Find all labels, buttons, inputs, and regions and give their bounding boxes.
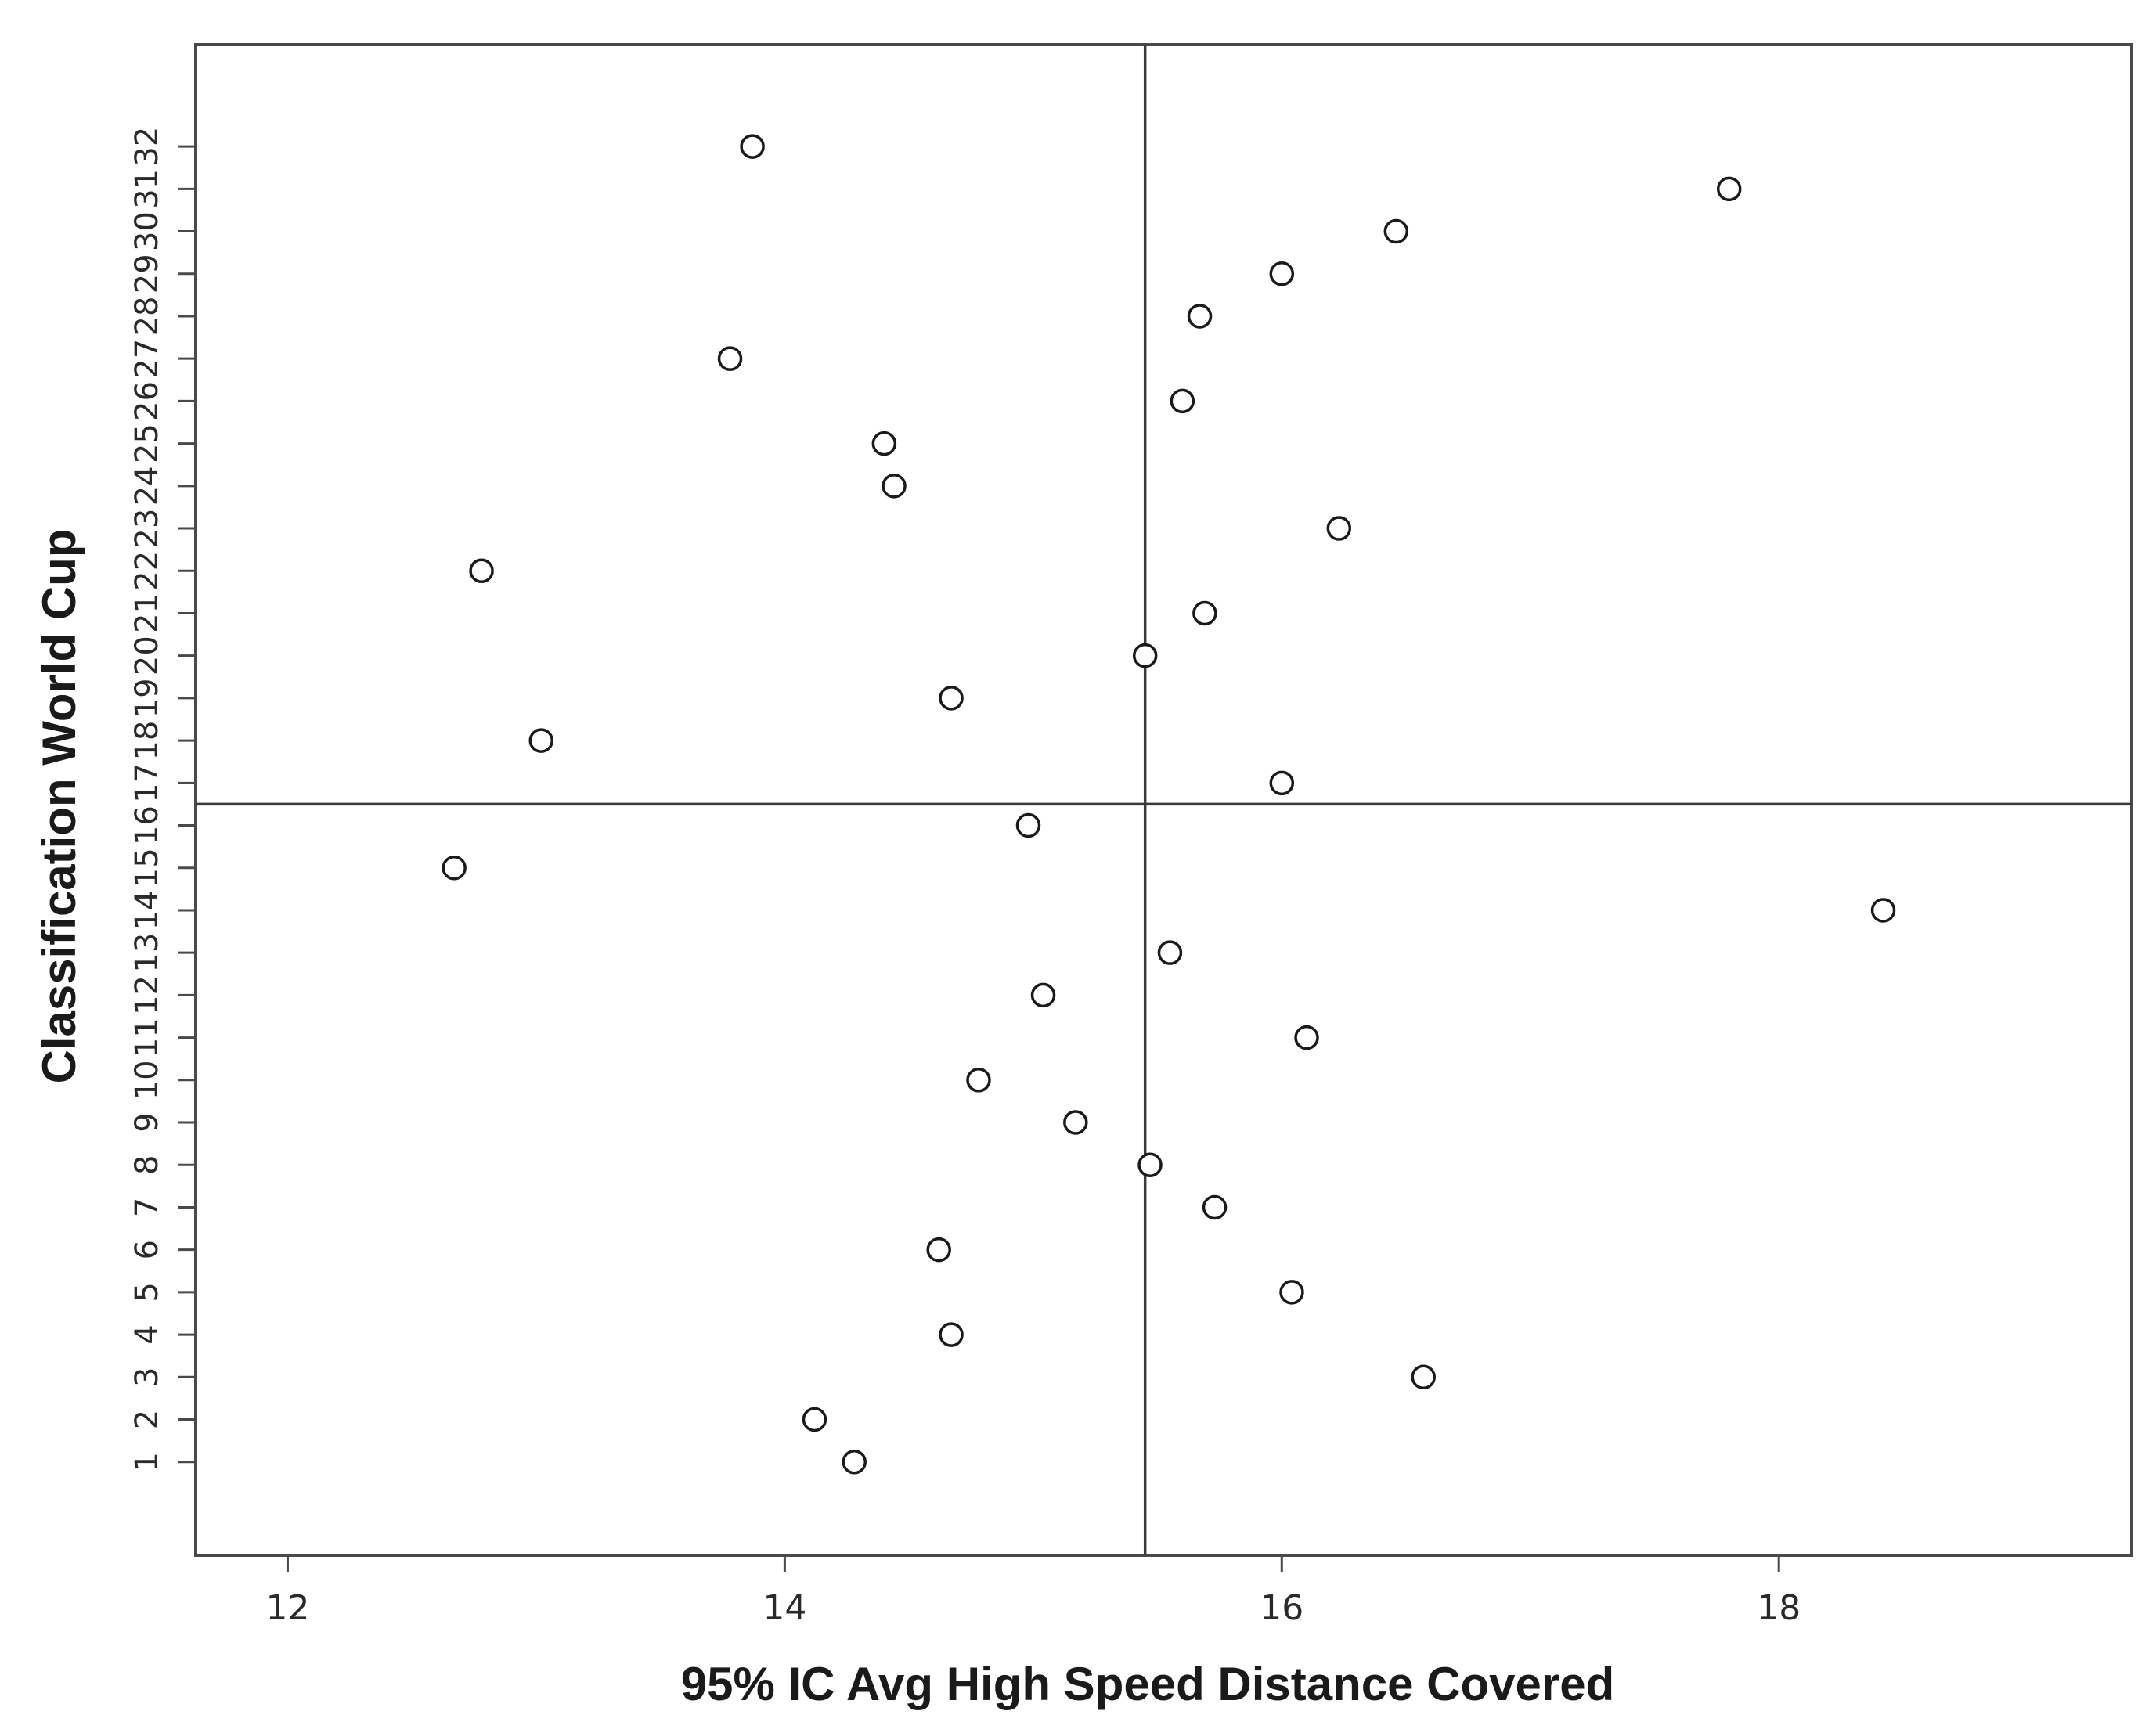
data-point xyxy=(1137,1152,1163,1177)
data-point xyxy=(740,134,765,159)
y-tick-label: 11 xyxy=(129,1018,165,1057)
data-point xyxy=(1132,643,1158,668)
data-point xyxy=(939,1322,964,1347)
data-point xyxy=(1411,1364,1436,1390)
y-tick-label: 20 xyxy=(129,636,165,675)
data-point xyxy=(1383,218,1409,244)
x-tick-label: 14 xyxy=(763,1588,806,1628)
data-point xyxy=(442,855,467,881)
x-tick-label: 16 xyxy=(1260,1588,1303,1628)
y-tick-label: 12 xyxy=(129,975,165,1015)
y-axis-title: Classification World Cup xyxy=(33,529,85,1084)
y-tick-label: 17 xyxy=(129,763,165,803)
data-point xyxy=(1063,1110,1088,1135)
y-tick-label: 16 xyxy=(129,805,165,845)
y-tick-label: 9 xyxy=(129,1112,165,1132)
x-axis-title: 95% IC Avg High Speed Distance Covered xyxy=(681,1658,1615,1710)
data-point xyxy=(1187,304,1213,329)
y-tick-label: 28 xyxy=(129,297,165,337)
data-point xyxy=(1269,261,1295,286)
data-point xyxy=(1279,1280,1304,1305)
y-tick-label: 26 xyxy=(129,381,165,421)
y-tick-label: 10 xyxy=(129,1060,165,1100)
data-point xyxy=(528,728,554,753)
y-tick-label: 25 xyxy=(129,423,165,463)
data-point xyxy=(1870,898,1896,923)
data-point xyxy=(1030,982,1056,1008)
y-tick-label: 32 xyxy=(129,127,165,167)
y-tick-label: 27 xyxy=(129,339,165,379)
y-tick-label: 4 xyxy=(129,1324,165,1344)
data-point xyxy=(1170,388,1195,414)
plot-frame xyxy=(194,43,2133,1557)
y-tick-label: 13 xyxy=(129,933,165,973)
data-point xyxy=(966,1068,991,1093)
data-point xyxy=(1326,516,1352,541)
y-tick-label: 2 xyxy=(129,1410,165,1429)
data-points xyxy=(442,134,1896,1475)
y-tick-label: 31 xyxy=(129,169,165,209)
data-point xyxy=(802,1407,827,1432)
data-point xyxy=(1192,600,1217,626)
y-tick-label: 5 xyxy=(129,1282,165,1302)
data-point xyxy=(717,346,743,371)
y-tick-label: 7 xyxy=(129,1198,165,1217)
y-tick-label: 22 xyxy=(129,551,165,591)
data-point xyxy=(1015,812,1041,838)
data-point xyxy=(926,1237,951,1263)
y-axis-ticks: 1234567891011121314151617181920212223242… xyxy=(129,127,196,1472)
y-tick-label: 21 xyxy=(129,593,165,633)
y-tick-label: 23 xyxy=(129,509,165,549)
x-tick-label: 18 xyxy=(1757,1588,1801,1628)
y-tick-label: 14 xyxy=(129,891,165,931)
data-point xyxy=(939,686,964,711)
x-tick-label: 12 xyxy=(265,1588,309,1628)
data-point xyxy=(469,558,494,583)
y-tick-label: 15 xyxy=(129,848,165,888)
x-axis-ticks: 12 14 16 18 xyxy=(265,1555,1801,1628)
y-tick-label: 3 xyxy=(129,1367,165,1387)
y-tick-label: 18 xyxy=(129,721,165,761)
data-point xyxy=(1269,770,1295,796)
data-point xyxy=(1716,176,1742,202)
y-tick-label: 6 xyxy=(129,1240,165,1259)
data-point xyxy=(1294,1025,1319,1050)
data-point xyxy=(1157,940,1183,965)
y-tick-label: 29 xyxy=(129,254,165,294)
y-tick-label: 24 xyxy=(129,466,165,506)
data-point xyxy=(842,1449,867,1475)
data-point xyxy=(871,430,897,456)
y-tick-label: 1 xyxy=(129,1452,165,1472)
y-tick-label: 30 xyxy=(129,211,165,251)
data-point xyxy=(1202,1194,1228,1220)
y-tick-label: 19 xyxy=(129,678,165,718)
y-tick-label: 8 xyxy=(129,1155,165,1175)
data-point xyxy=(882,474,907,499)
